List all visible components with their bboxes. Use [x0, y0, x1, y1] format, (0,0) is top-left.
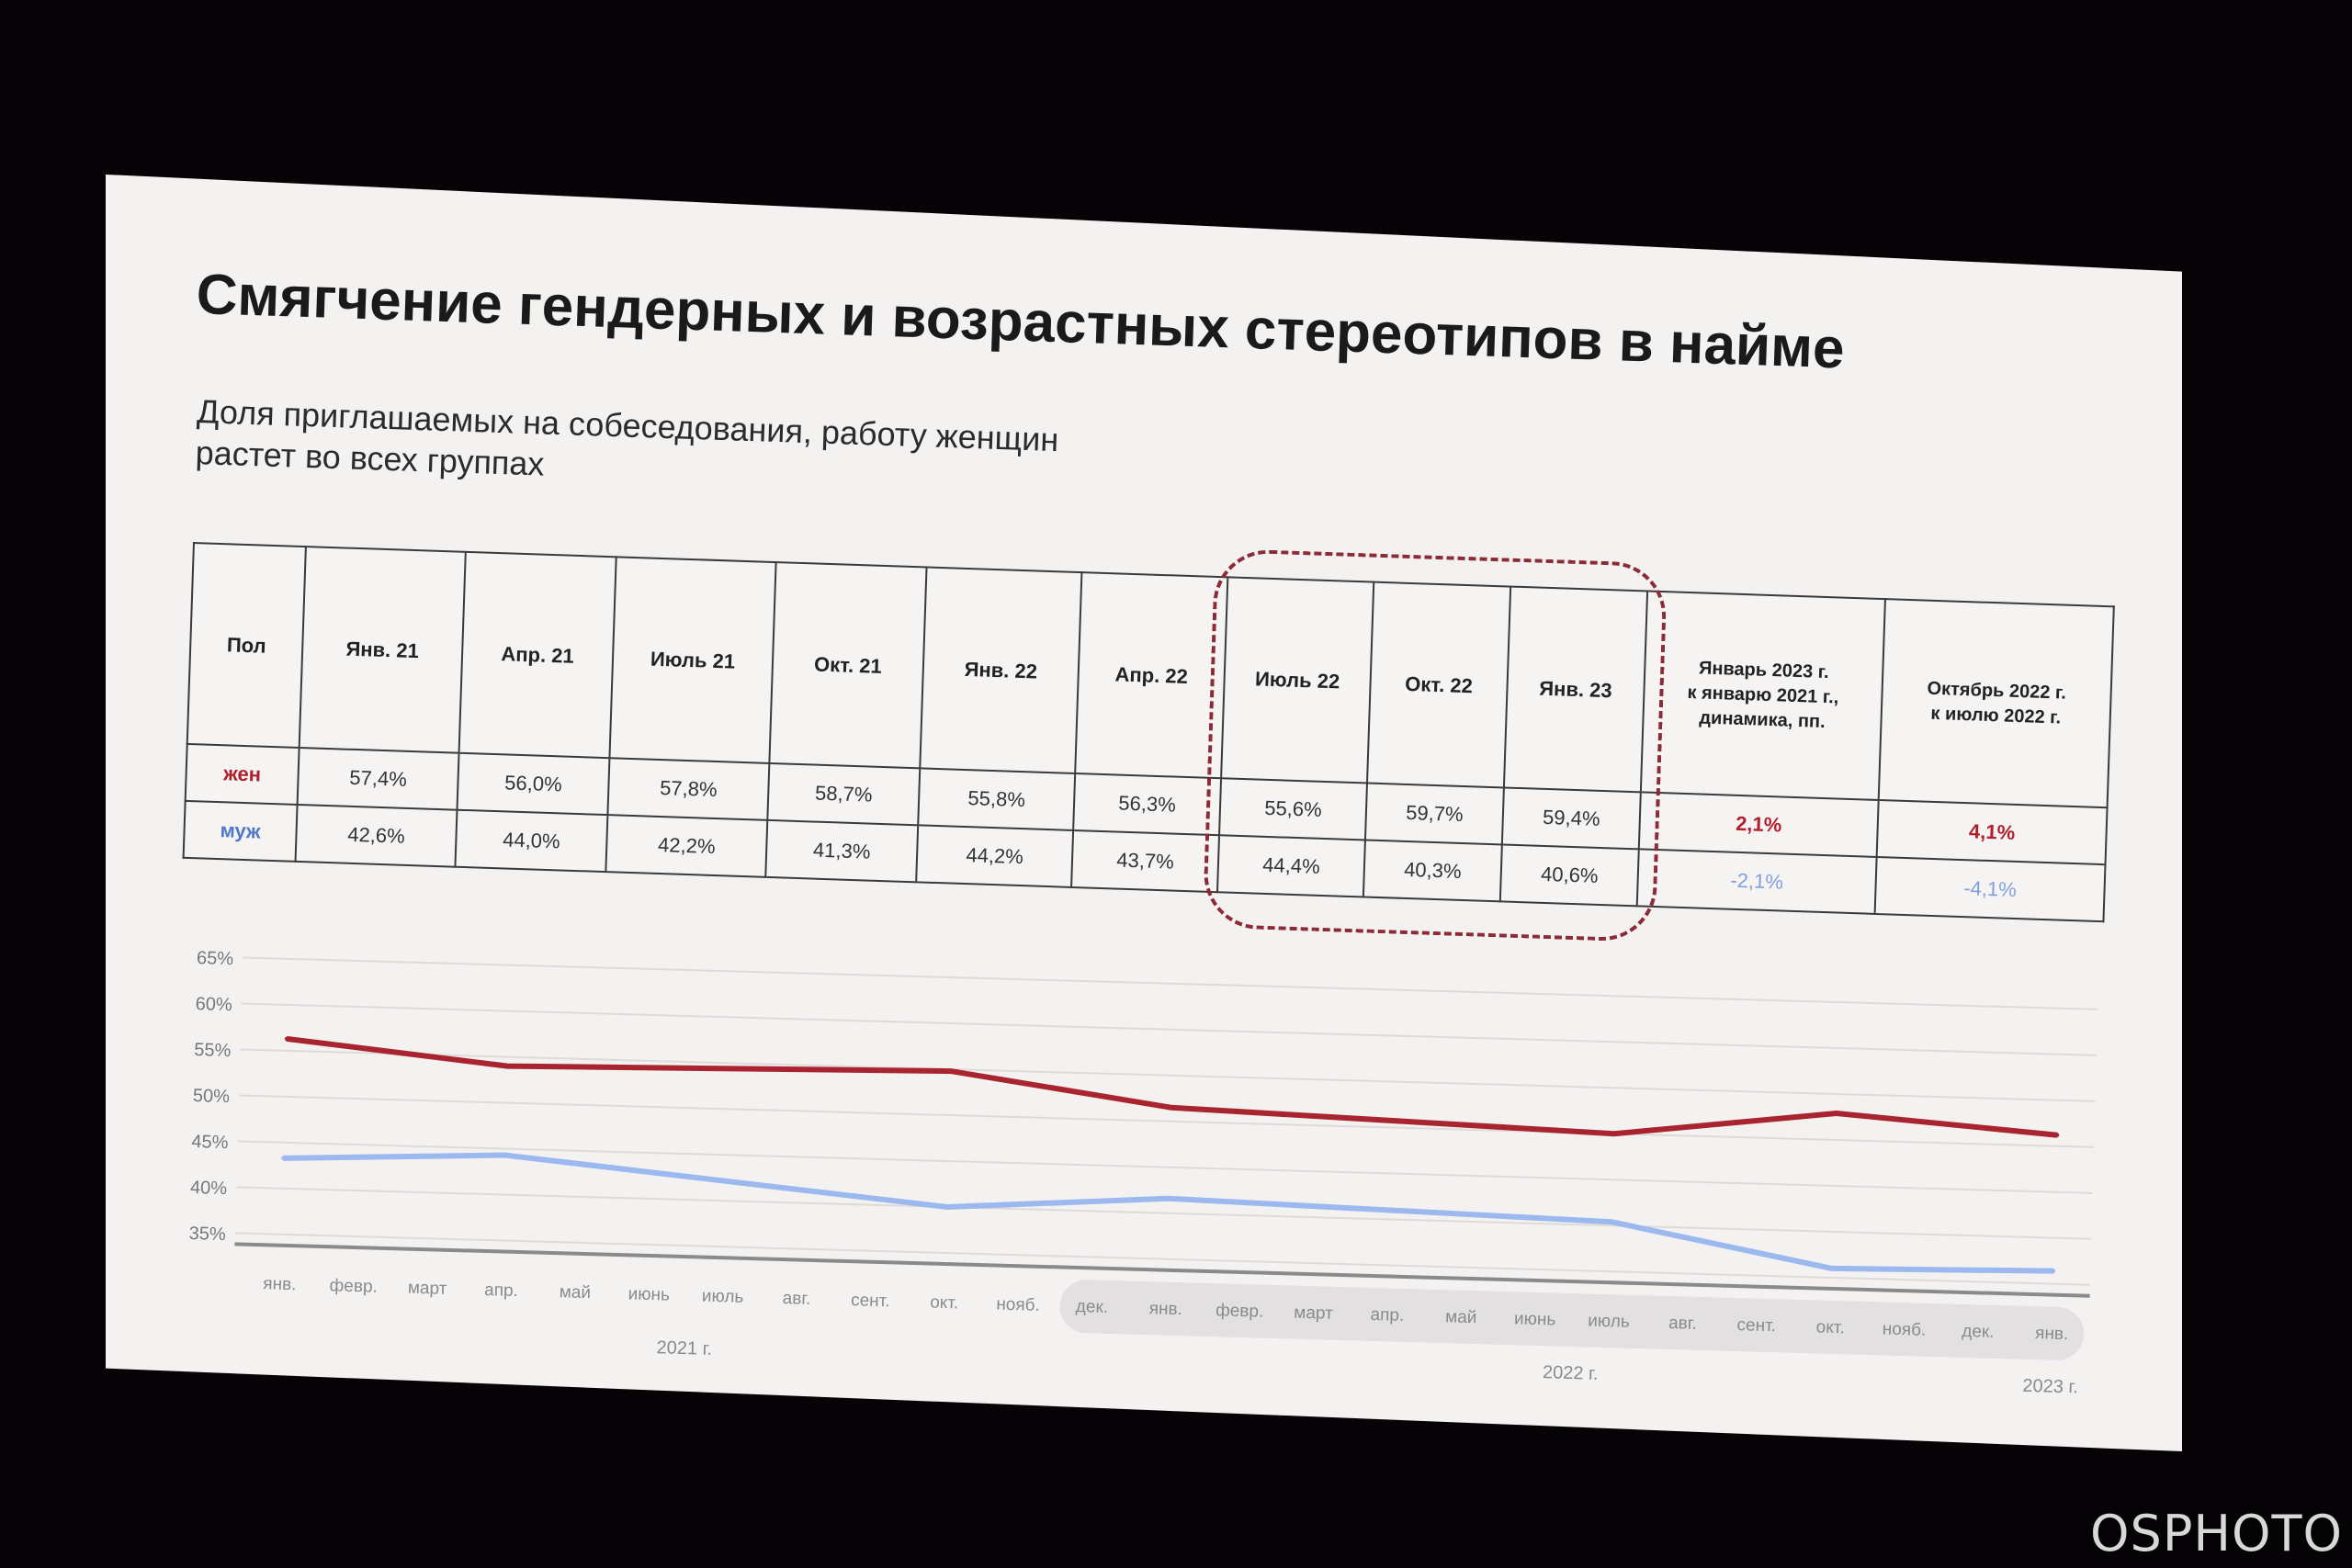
data-table-wrapper: Пол Янв. 21 Апр. 21 Июль 21 Окт. 21 Янв.… [182, 542, 2115, 943]
dynamics-cell: -2,1% [1636, 849, 1877, 914]
table-cell: 42,2% [605, 815, 768, 877]
header-period: Июль 21 [609, 557, 776, 763]
data-point [284, 1036, 288, 1041]
x-tick-label: февр. [329, 1276, 378, 1296]
x-tick-label: июнь [1514, 1309, 1556, 1329]
table-cell: 56,0% [457, 752, 610, 816]
header-period: Апр. 21 [458, 551, 616, 759]
x-tick-label: дек. [1962, 1322, 1995, 1342]
x-tick-label: сент. [1736, 1315, 1776, 1336]
y-tick-label: 65% [197, 948, 234, 969]
data-point [1167, 1196, 1171, 1201]
table-cell: 41,3% [765, 819, 919, 883]
year-label: 2023 г. [2022, 1376, 2078, 1398]
x-tick-label: май [559, 1282, 591, 1303]
slide-subtitle: Доля приглашаемых на собеседования, рабо… [195, 390, 1391, 513]
data-point [281, 1156, 286, 1160]
x-tick-label: сент. [851, 1291, 890, 1311]
data-point [1829, 1266, 1834, 1270]
header-period: Янв. 22 [920, 567, 1082, 773]
gridline [241, 1002, 2097, 1056]
row-label-women: жен [185, 743, 300, 805]
x-tick-label: апр. [484, 1280, 518, 1301]
data-point [1834, 1111, 1838, 1115]
year-2022-band [1059, 1280, 2085, 1360]
dynamics-cell: 2,1% [1638, 792, 1879, 857]
data-point [1610, 1220, 1614, 1224]
header-sex: Пол [187, 543, 306, 748]
gridline [236, 1186, 2092, 1240]
data-table: Пол Янв. 21 Апр. 21 Июль 21 Окт. 21 Янв.… [182, 542, 2115, 923]
header-dynamics-1: Январь 2023 г. к январю 2021 г., динамик… [1640, 591, 1885, 800]
gridline [234, 1232, 2090, 1286]
table-cell: 44,0% [455, 809, 608, 873]
data-point [1611, 1132, 1616, 1136]
x-tick-label: июль [1588, 1312, 1630, 1332]
x-tick-label: май [1445, 1307, 1477, 1327]
header-dynamics-2: Октябрь 2022 г. к июлю 2022 г. [1878, 599, 2114, 808]
header-period: Апр. 22 [1075, 572, 1228, 779]
x-tick-label: нояб. [996, 1295, 1040, 1315]
data-point [1169, 1105, 1173, 1110]
data-point [948, 1069, 953, 1074]
gridline [243, 956, 2098, 1010]
y-tick-label: 40% [190, 1178, 228, 1199]
x-axis-line [234, 1242, 2090, 1298]
y-tick-label: 50% [193, 1086, 231, 1107]
x-tick-label: авг. [782, 1289, 810, 1309]
year-label: 2021 г. [656, 1337, 712, 1359]
y-tick-label: 60% [195, 994, 232, 1015]
gridline [240, 1048, 2096, 1102]
year-label: 2022 г. [1543, 1362, 1599, 1384]
x-tick-label: март [1294, 1303, 1333, 1324]
header-period: Окт. 21 [769, 562, 927, 769]
slide-title: Смягчение гендерных и возрастных стереот… [195, 262, 1846, 381]
table-cell: 57,8% [607, 758, 770, 820]
data-point [944, 1205, 949, 1210]
table-cell: 42,6% [295, 804, 458, 867]
x-tick-label: окт. [930, 1293, 959, 1314]
table-cell: 44,2% [916, 825, 1074, 887]
table-cell: 56,3% [1073, 773, 1222, 836]
x-tick-label: дек. [1076, 1297, 1109, 1317]
x-tick-label: янв. [263, 1274, 297, 1294]
x-tick-label: янв. [2035, 1324, 2069, 1344]
x-tick-label: февр. [1216, 1301, 1264, 1321]
data-point [2052, 1269, 2056, 1273]
x-tick-label: июль [702, 1287, 744, 1307]
x-tick-label: март [408, 1279, 447, 1299]
x-tick-label: нояб. [1882, 1319, 1926, 1339]
gridline [237, 1140, 2093, 1194]
header-period: Янв. 21 [299, 547, 466, 753]
data-point [503, 1153, 507, 1157]
x-tick-label: янв. [1148, 1299, 1182, 1319]
x-tick-label: окт. [1815, 1317, 1845, 1337]
x-tick-label: авг. [1668, 1314, 1697, 1334]
x-tick-label: апр. [1370, 1305, 1404, 1325]
y-tick-label: 45% [191, 1132, 229, 1153]
presentation-slide: Смягчение гендерных и возрастных стереот… [106, 175, 2182, 1451]
table-cell: 43,7% [1071, 829, 1220, 893]
line-chart: 65% 60% 55% 50% 45% 40% 35% янв. февр. март апр. ма… [188, 948, 2098, 1398]
y-tick-label: 55% [194, 1040, 232, 1061]
photographer-watermark: OSPHOTO [2090, 1505, 2343, 1562]
gridline [238, 1094, 2095, 1148]
highlight-dashed-frame [1202, 547, 1668, 943]
x-tick-label: июнь [628, 1284, 670, 1304]
data-point [2055, 1133, 2060, 1137]
table-cell: 58,7% [767, 762, 921, 826]
dynamics-cell: 4,1% [1876, 799, 2108, 865]
y-tick-label: 35% [188, 1224, 226, 1245]
dynamics-cell: -4,1% [1874, 856, 2106, 922]
table-cell: 55,8% [918, 768, 1076, 830]
table-cell: 57,4% [297, 747, 459, 810]
data-point [505, 1064, 510, 1068]
row-label-men: муж [183, 800, 298, 862]
